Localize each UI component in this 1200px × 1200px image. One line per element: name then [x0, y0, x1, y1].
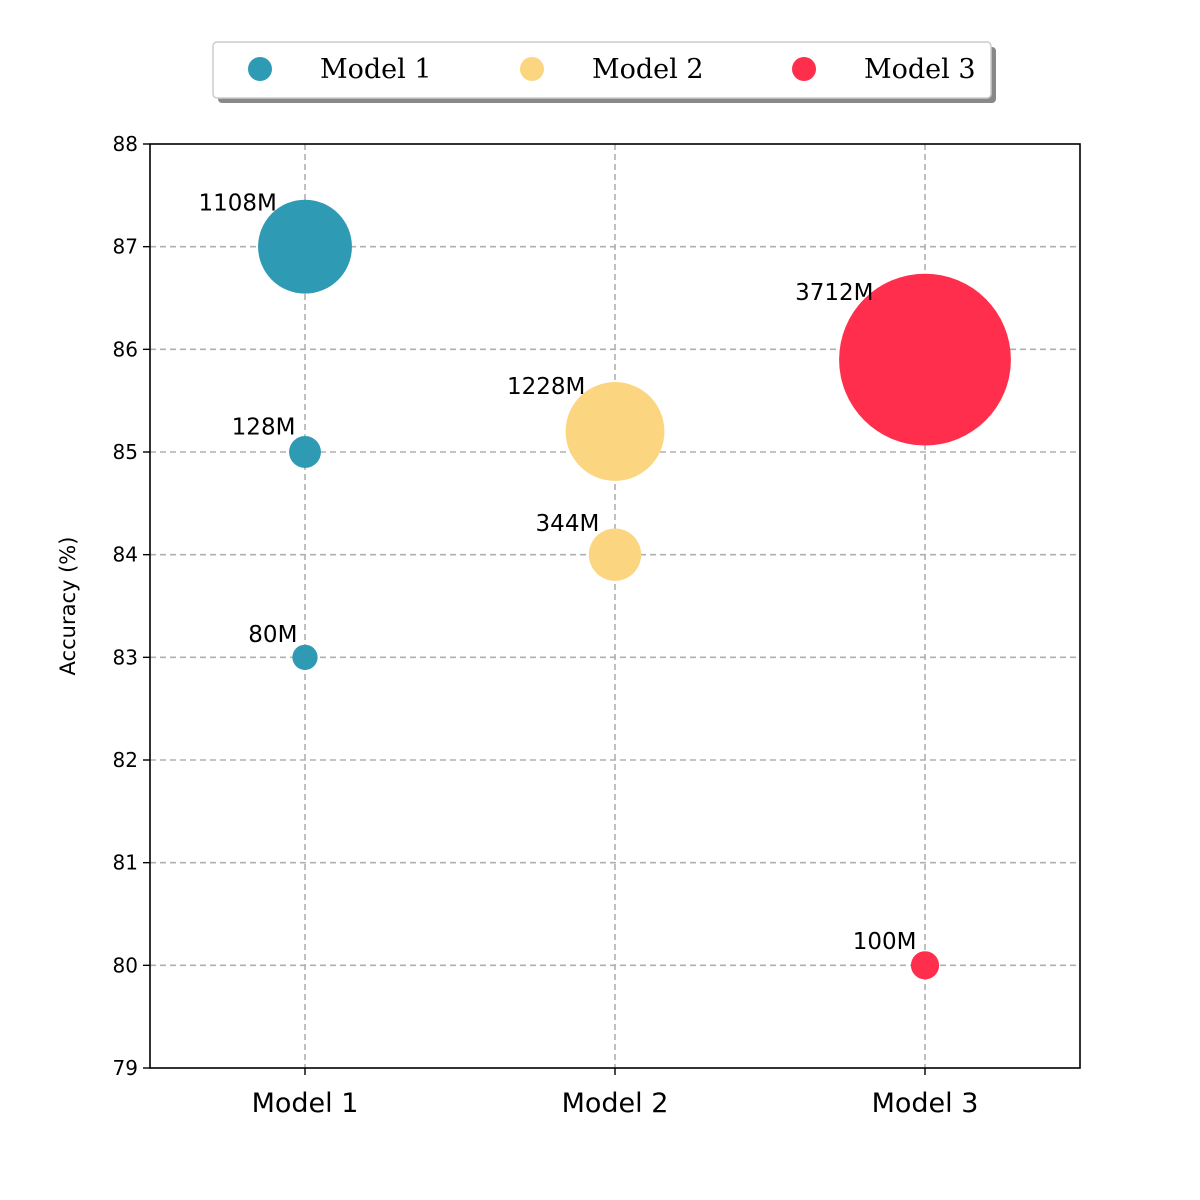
- legend-marker: [792, 57, 816, 81]
- y-axis-ticks: 79 80 81 82 83 84 85 86 87 88: [113, 132, 150, 1080]
- bubble-label: 80M: [248, 622, 297, 648]
- bubble: [292, 644, 318, 670]
- y-axis-label: Accuracy (%): [56, 537, 80, 676]
- y-tick-label: 83: [113, 645, 138, 669]
- x-tick-label: Model 2: [562, 1088, 669, 1119]
- bubble-label: 128M: [232, 414, 296, 440]
- y-tick-label: 85: [113, 440, 138, 464]
- y-tick-label: 81: [113, 851, 138, 875]
- x-tick-label: Model 1: [252, 1088, 359, 1119]
- bubble: [258, 199, 352, 294]
- data-labels: 1108M 128M 80M 1228M 344M 3712M 100M: [198, 191, 916, 955]
- y-tick-label: 86: [113, 337, 138, 361]
- y-tick-label: 87: [113, 235, 138, 259]
- bubble: [910, 951, 940, 980]
- y-tick-label: 88: [113, 132, 138, 156]
- y-tick-label: 80: [113, 953, 138, 977]
- legend-entry: Model 3: [864, 54, 976, 85]
- y-tick-label: 82: [113, 748, 138, 772]
- bubble: [565, 382, 665, 481]
- bubble-label: 344M: [536, 511, 600, 537]
- legend-box: [212, 41, 992, 99]
- x-axis-ticks: Model 1 Model 2 Model 3: [252, 1068, 979, 1119]
- bubble-label: 1228M: [507, 374, 585, 400]
- bubble-label: 3712M: [795, 280, 873, 306]
- legend-entry: Model 1: [320, 54, 432, 85]
- y-tick-label: 79: [113, 1056, 138, 1080]
- x-tick-label: Model 3: [872, 1088, 979, 1119]
- legend-entry: Model 2: [592, 54, 704, 85]
- legend: Model 1 Model 2 Model 3: [212, 41, 996, 103]
- y-tick-label: 84: [113, 543, 138, 567]
- bubble: [839, 273, 1011, 446]
- bubble: [588, 528, 642, 581]
- legend-marker: [248, 57, 272, 81]
- bubbles: [258, 199, 1011, 980]
- bubble-label: 1108M: [198, 191, 276, 217]
- bubble-label: 100M: [853, 929, 917, 955]
- legend-marker: [520, 57, 544, 81]
- bubble: [289, 436, 321, 468]
